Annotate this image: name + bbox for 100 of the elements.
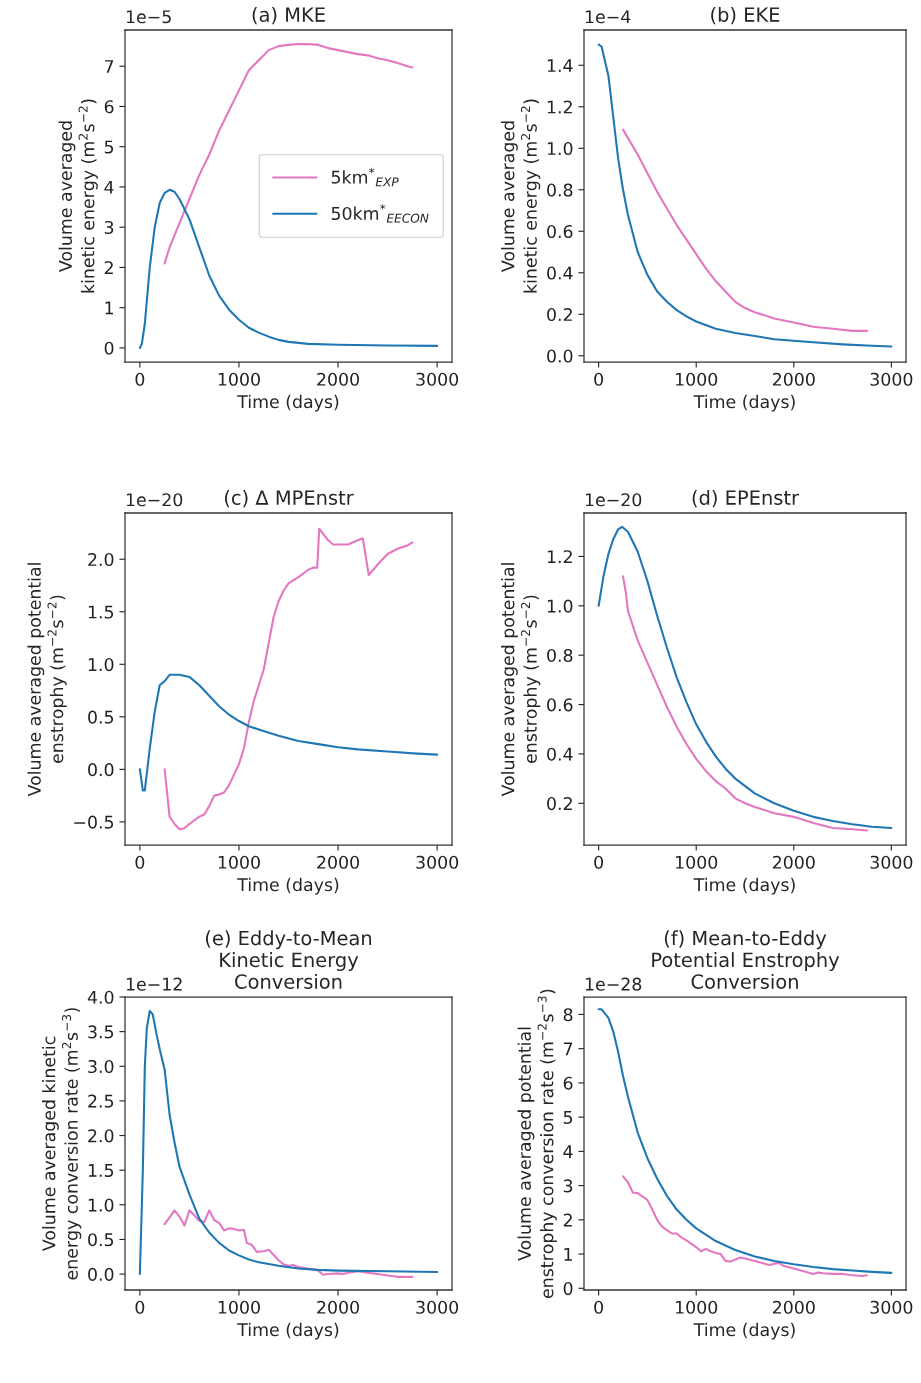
x-tick-label: 1000 [218, 855, 260, 869]
x-tick-label: 0 [594, 855, 604, 869]
y-tick-label: 6 [563, 1076, 573, 1090]
y-tick-label: 3.5 [88, 1025, 114, 1039]
y-tick-label: 0.5 [88, 1233, 114, 1247]
text: 1e−20 [126, 493, 183, 507]
x-axis-title: Time (days) [237, 877, 339, 895]
y-tick-label: 2.0 [88, 1129, 114, 1143]
x-tick-label: 1000 [218, 372, 260, 386]
x-tick-label: 2000 [317, 855, 359, 869]
y-tick-label: 0.6 [547, 224, 573, 239]
chart-title: (c) Δ MPEnstr [224, 489, 354, 508]
x-tick-label: 3000 [416, 1300, 459, 1314]
line-series [597, 525, 893, 830]
line-series [597, 1008, 893, 1274]
x-tick-label: 0 [135, 372, 145, 386]
x-tick-label: 3000 [870, 855, 913, 869]
x-tick-label: 1000 [218, 1300, 260, 1314]
y-tick-label: 5 [104, 140, 114, 154]
line-series [621, 128, 869, 332]
x-tick-label: 0 [594, 1300, 604, 1314]
x-axis-title: Time (days) [693, 877, 795, 895]
y-tick-label: 6 [104, 100, 114, 114]
chart-title: (e) Eddy-to-Mean Kinetic Energy Conversion [205, 930, 372, 989]
legend-label: 5km$^{*}$$_{EXP}$ [331, 167, 399, 187]
line-series [621, 1175, 869, 1278]
x-tick-label: 3000 [416, 372, 459, 386]
y-tick-label: −0.5 [74, 815, 114, 829]
x-axis-title: Time (days) [237, 1322, 339, 1340]
y-tick-label: 4 [563, 1145, 573, 1158]
y-tick-label: 3.0 [88, 1059, 114, 1074]
x-tick-label: 3000 [416, 855, 459, 869]
line-series [621, 575, 869, 832]
y-tick-label: 1.4 [547, 59, 573, 72]
x-tick-label: 1000 [676, 855, 718, 869]
x-axis-title: Time (days) [693, 1322, 795, 1340]
text: 1e−4 [585, 10, 631, 24]
x-tick-label: 2000 [772, 1300, 815, 1314]
x-tick-label: 2000 [317, 372, 359, 386]
y-tick-label: 7 [104, 60, 114, 73]
y-tick-label: 4 [104, 180, 114, 194]
y-tick-label: 1 [564, 1248, 572, 1261]
y-tick-label: 1.0 [547, 141, 573, 156]
y-tick-label: 2.5 [88, 1094, 114, 1108]
x-tick-label: 3000 [870, 1300, 913, 1314]
y-tick-label: 0.0 [88, 1267, 114, 1281]
x-tick-label: 1000 [676, 372, 718, 386]
y-tick-label: 1.0 [547, 599, 573, 613]
y-tick-label: 0.6 [547, 698, 573, 712]
y-tick-label: 2 [563, 1213, 572, 1227]
x-tick-label: 2000 [772, 372, 815, 386]
y-axis-title: Volume averaged potential enstrophy conversion rate (m$^{−2}$s$^{−3}$) [517, 989, 557, 1299]
y-tick-label: 0.0 [88, 763, 114, 777]
y-tick-label: 5 [563, 1111, 573, 1124]
y-tick-label: 0.2 [547, 796, 572, 811]
y-tick-label: 1.5 [88, 605, 114, 619]
x-tick-label: 0 [135, 855, 145, 869]
y-tick-label: 1.2 [547, 550, 572, 564]
y-tick-label: 0.0 [547, 349, 573, 363]
y-axis-title: Volume averaged potential enstrophy (m$^{−2}$s$^{−2}$) [27, 563, 67, 797]
chart-title: (a) MKE [252, 6, 325, 25]
y-tick-label: 2 [104, 261, 113, 275]
x-axis-title: Time (days) [693, 394, 795, 412]
y-tick-label: 0.4 [547, 747, 573, 761]
y-tick-label: 0.8 [547, 183, 573, 197]
y-tick-label: 1.0 [88, 658, 114, 672]
y-tick-label: 0 [104, 341, 114, 355]
y-tick-label: 1 [105, 301, 113, 315]
x-tick-label: 3000 [870, 372, 913, 386]
x-tick-label: 1000 [676, 1300, 718, 1314]
line-series [163, 527, 414, 831]
x-tick-label: 0 [594, 372, 604, 386]
text: 1e−5 [126, 10, 171, 24]
legend-label: 50km$^{*}$$_{EECON}$ [331, 204, 429, 223]
chart-title: (b) EKE [711, 6, 780, 25]
x-axis-title: Time (days) [237, 394, 339, 412]
text: 1e−12 [126, 977, 182, 991]
y-axis-title: Volume averaged kinetic energy (m$^{2}$s$^{−2}$) [501, 99, 541, 293]
y-tick-label: 0 [563, 1282, 573, 1296]
line-series [138, 188, 439, 349]
y-tick-label: 1.2 [547, 100, 572, 114]
y-tick-label: 0.4 [547, 266, 573, 280]
y-axis-title: Volume averaged kinetic energy conversion rate (m$^{2}$s$^{−3}$) [42, 1008, 82, 1280]
y-tick-label: 3 [104, 220, 114, 235]
line-series [597, 43, 893, 348]
y-tick-label: 2.0 [88, 552, 114, 567]
x-tick-label: 0 [135, 1300, 145, 1314]
y-axis-title: Volume averaged potential enstrophy (m$^{−2}$s$^{−2}$) [501, 563, 541, 797]
y-tick-label: 8 [563, 1008, 573, 1022]
text: 1e−28 [585, 977, 642, 991]
y-tick-label: 0.8 [547, 648, 573, 663]
y-tick-label: 4.0 [87, 990, 114, 1004]
text: 1e−20 [585, 493, 642, 507]
y-tick-label: 1.0 [88, 1198, 114, 1212]
line-series [138, 1009, 439, 1276]
line-series [138, 673, 439, 792]
y-axis-title: Volume averaged kinetic energy (m$^{2}$s$^{−2}$) [58, 99, 98, 293]
line-series [163, 1209, 414, 1278]
x-tick-label: 2000 [772, 855, 815, 869]
y-tick-label: 3 [563, 1179, 573, 1193]
